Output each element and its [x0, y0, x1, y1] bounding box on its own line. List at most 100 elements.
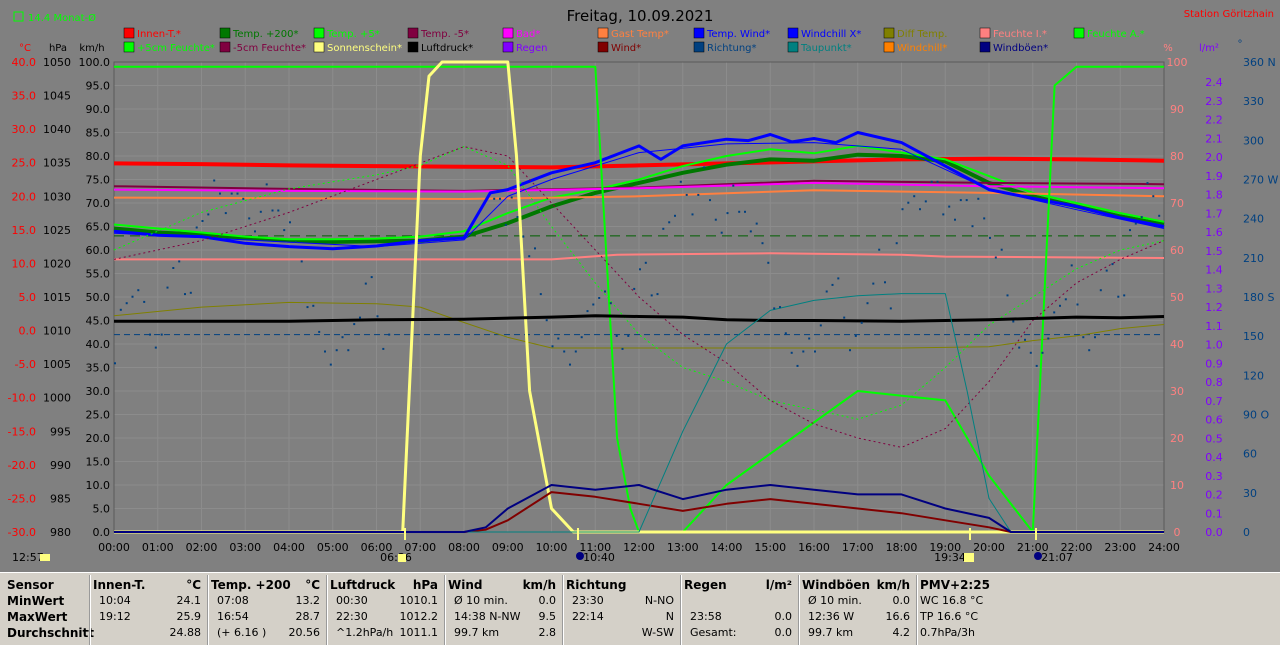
lm2-tick-label: 1.8 [1205, 189, 1223, 202]
table-separator [680, 575, 682, 645]
kmh-tick-label: 50.0 [86, 291, 111, 304]
table-unit: hPa [412, 578, 438, 592]
direction-dot [294, 240, 297, 243]
direction-dot [1111, 263, 1114, 266]
direction-dot [627, 334, 630, 337]
kmh-tick-label: 35.0 [86, 362, 111, 375]
direction-dot [201, 220, 204, 222]
direction-dot [621, 347, 624, 350]
direction-dot [504, 223, 507, 226]
legend-label: Wind* [611, 43, 641, 54]
deg-tick-label: 120 [1243, 369, 1264, 382]
table-cell-value: 1010.1 [399, 594, 439, 607]
table-cell-time: 10:04 [99, 594, 131, 607]
direction-dot [1035, 364, 1038, 367]
moonset-time: 21:07 [1041, 551, 1073, 564]
direction-dot [149, 333, 151, 336]
direction-dot [802, 350, 805, 353]
lm2-tick-label: 2.4 [1205, 76, 1223, 89]
time-tick-label: 21:00 [1017, 541, 1049, 554]
direction-dot [154, 346, 157, 349]
direction-dot [189, 291, 192, 294]
deg-tick-label: 270 W [1243, 174, 1278, 187]
direction-dot [195, 226, 198, 229]
time-tick-label: 06:00 [361, 541, 393, 554]
legend-swatch [219, 27, 231, 39]
direction-dot [714, 218, 717, 221]
direction-dot [884, 281, 886, 284]
table-cell-time: 14:38 N-NW [454, 610, 521, 623]
direction-dot [732, 184, 735, 187]
deg-unit: ° [1238, 39, 1243, 50]
deg-tick-label: 360 N [1243, 56, 1276, 69]
legend-swatch [979, 41, 991, 53]
direction-dot [1146, 182, 1149, 185]
legend-swatch [123, 41, 135, 53]
series-line [114, 60, 1164, 534]
kmh-tick-label: 75.0 [86, 174, 111, 187]
legend-label: Bad* [516, 29, 540, 40]
direction-dot [236, 192, 239, 195]
hpa-tick-label: 1000 [43, 392, 71, 405]
table-header: Wind [448, 578, 483, 592]
direction-dot [697, 193, 700, 196]
table-cell-time: 00:30 [336, 594, 368, 607]
temp-tick-label: 30.0 [12, 123, 37, 136]
legend-label: Windchill* [897, 43, 947, 54]
direction-dot [796, 364, 799, 367]
series-line [113, 181, 1165, 193]
direction-dot [1088, 349, 1091, 352]
direction-dot [1041, 351, 1044, 354]
direction-dot [265, 183, 268, 186]
direction-dot [814, 350, 816, 353]
direction-dot [364, 282, 367, 285]
series-line [113, 131, 1165, 251]
direction-dot [1099, 289, 1102, 292]
direction-dot [563, 350, 566, 353]
time-tick-label: 18:00 [886, 541, 918, 554]
table-cell: MinWert [7, 594, 65, 608]
table-cell-time: ^1.2hPa/h [336, 626, 394, 639]
temp-tick-label: -30.0 [8, 526, 36, 539]
table-cell: Durchschnitt [7, 626, 95, 640]
direction-dot [849, 349, 851, 352]
pct-tick-label: 100 [1167, 56, 1188, 69]
lm2-tick-label: 2.2 [1205, 114, 1223, 127]
direction-dot [644, 261, 647, 264]
monthly-avg-label: 14.4 Monat-Ø [28, 12, 96, 24]
time-tick-label: 20:00 [973, 541, 1005, 554]
lm2-unit: l/m² [1199, 43, 1219, 54]
series-line [114, 484, 1164, 533]
legend-swatch [313, 41, 325, 53]
lm2-tick-label: 0.2 [1205, 489, 1223, 502]
table-unit: l/m² [765, 578, 792, 592]
direction-dot [114, 362, 116, 365]
direction-dot [977, 197, 980, 200]
direction-dot [224, 212, 227, 215]
lm2-tick-label: 1.5 [1205, 245, 1223, 258]
moonrise-icon [576, 552, 584, 560]
legend-swatch [693, 27, 705, 39]
legend-label: Sonnenschein* [327, 43, 402, 54]
sun-icon [40, 554, 50, 561]
legend-swatch [883, 41, 895, 53]
direction-dot [843, 316, 846, 319]
legend-swatch [787, 41, 799, 53]
time-tick-label: 08:00 [448, 541, 480, 554]
kmh-tick-label: 60.0 [86, 244, 111, 257]
direction-dot [854, 334, 857, 337]
legend-label: Windböen* [993, 43, 1048, 54]
direction-dot [726, 212, 729, 215]
direction-dot [172, 267, 175, 269]
table-cell-value: 9.5 [538, 610, 557, 623]
direction-dot [749, 230, 752, 233]
hpa-tick-label: 1030 [43, 190, 71, 203]
direction-dot [604, 290, 606, 293]
kmh-tick-label: 90.0 [86, 103, 111, 116]
sunset-icon [964, 553, 974, 562]
lm2-tick-label: 1.6 [1205, 226, 1223, 239]
direction-dot [534, 247, 536, 250]
deg-tick-label: 60 [1243, 448, 1257, 461]
direction-dot [1105, 269, 1108, 272]
direction-dot [557, 337, 560, 340]
